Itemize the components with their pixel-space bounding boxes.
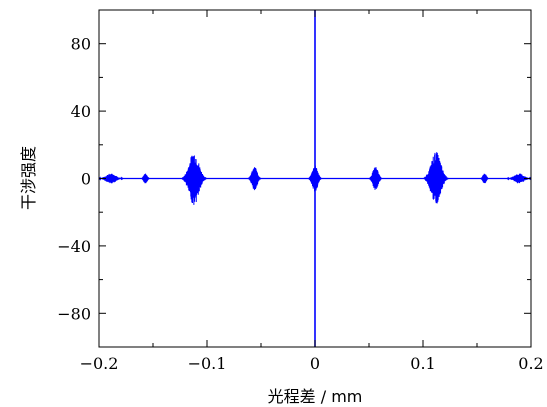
wave-packet <box>479 173 490 184</box>
x-tick-label: −0.2 <box>80 354 119 373</box>
x-tick-label: 0.1 <box>410 354 435 373</box>
y-tick-label: −40 <box>57 237 91 256</box>
wave-packet <box>140 173 151 184</box>
x-axis: −0.2 −0.1 0 0.1 0.2 <box>80 10 544 373</box>
y-tick-label: −80 <box>57 304 91 323</box>
wave-packet <box>423 152 449 204</box>
wave-packet <box>247 167 262 191</box>
x-axis-label: 光程差 / mm <box>268 387 363 406</box>
wave-packet <box>181 155 207 205</box>
y-tick-label: 40 <box>71 102 91 121</box>
signal-series <box>98 10 532 347</box>
x-tick-label: 0.2 <box>518 354 543 373</box>
x-tick-label: 0 <box>310 354 320 373</box>
y-axis: −80 −40 0 40 80 <box>57 35 531 323</box>
y-tick-label: 0 <box>81 170 91 189</box>
wave-packet <box>98 173 124 184</box>
y-axis-label: 干涉强度 <box>19 146 38 210</box>
wave-packet <box>368 167 383 190</box>
x-tick-label: −0.1 <box>188 354 227 373</box>
y-tick-label: 80 <box>71 35 91 54</box>
